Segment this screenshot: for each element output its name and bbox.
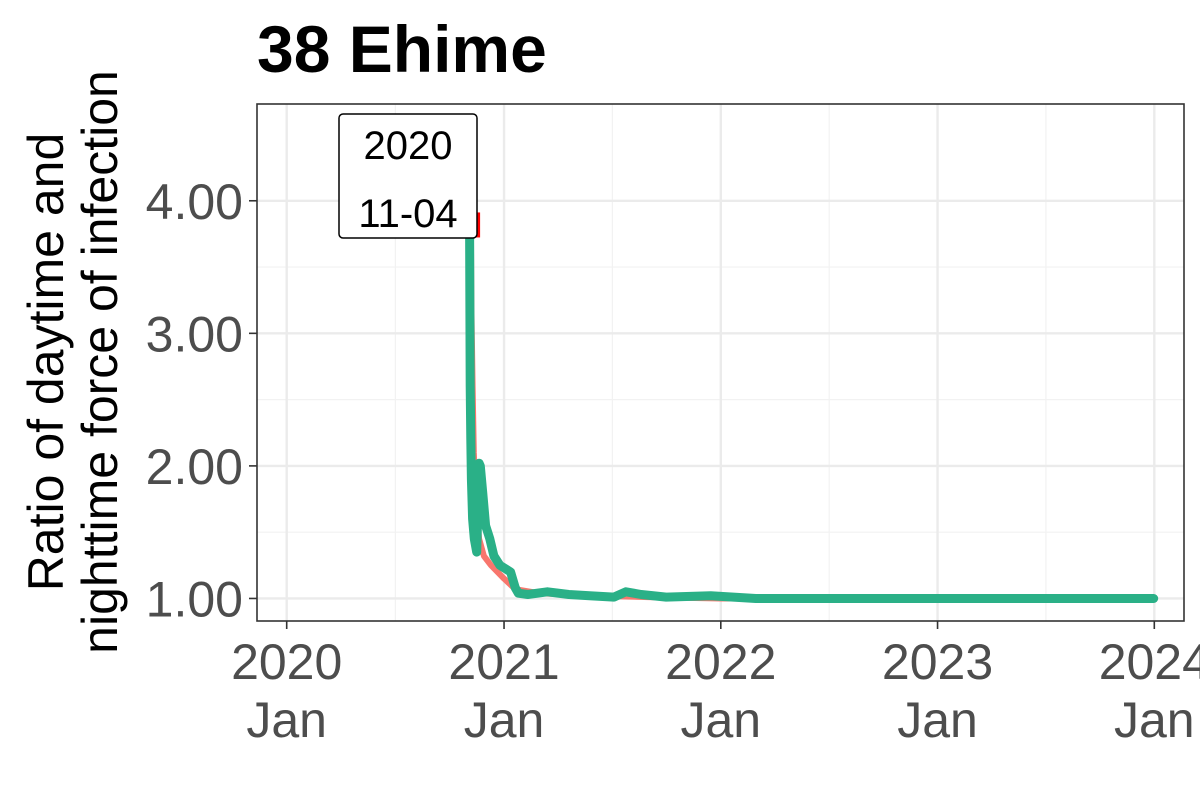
x-tick-year: 2021 [448, 634, 559, 690]
x-tick-year: 2022 [665, 634, 776, 690]
data-series [465, 128, 1159, 603]
chart-title: 38 Ehime [257, 12, 547, 86]
x-tick-month: Jan [1114, 692, 1195, 748]
x-tick-year: 2020 [231, 634, 342, 690]
x-tick-month: Jan [464, 692, 545, 748]
x-tick-month: Jan [897, 692, 978, 748]
annotation-box [338, 113, 478, 239]
x-tick-month: Jan [680, 692, 761, 748]
annotation-year: 2020 [364, 124, 453, 168]
y-tick-label: 3.00 [146, 306, 243, 362]
series-line-2 [465, 225, 1159, 603]
x-tick-year: 2023 [882, 634, 993, 690]
y-axis-title-line-2: nighttime force of infection [72, 70, 128, 654]
x-tick-year: 2024 [1099, 634, 1200, 690]
x-tick-month: Jan [246, 692, 327, 748]
y-tick-label: 1.00 [146, 571, 243, 627]
annotation-date: 11-04 [358, 192, 457, 236]
y-tick-label: 2.00 [146, 439, 243, 495]
y-axis: 1.00 2.00 3.00 4.00 [146, 174, 257, 627]
date-annotation: 2020 11-04 [338, 113, 481, 239]
y-axis-title-line-1: Ratio of daytime and [18, 133, 74, 592]
y-axis-title: Ratio of daytime and nighttime force of … [18, 70, 128, 654]
y-tick-label: 4.00 [146, 174, 243, 230]
